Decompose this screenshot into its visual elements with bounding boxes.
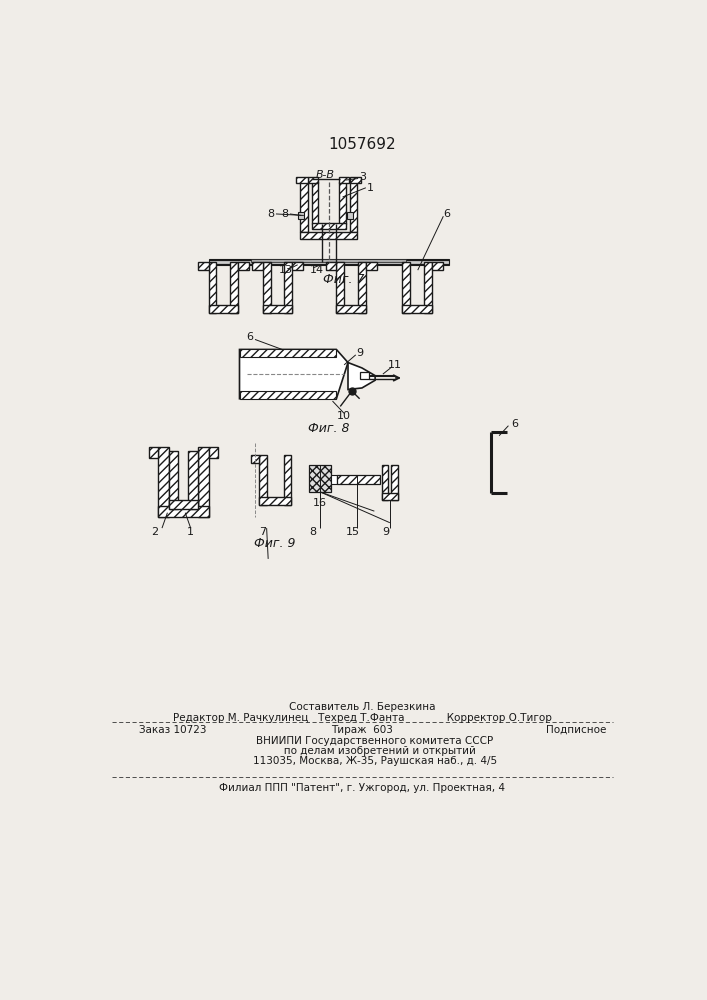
Text: 9: 9: [356, 348, 363, 358]
Bar: [169, 500, 198, 509]
Bar: [292, 262, 303, 270]
Bar: [158, 447, 169, 517]
Text: Подписное: Подписное: [546, 725, 606, 735]
Bar: [149, 447, 158, 458]
Bar: [209, 305, 238, 312]
Bar: [432, 262, 443, 270]
Bar: [209, 447, 218, 458]
Bar: [169, 451, 178, 509]
Bar: [402, 262, 410, 312]
Bar: [358, 262, 366, 312]
Bar: [337, 262, 344, 312]
Polygon shape: [348, 363, 375, 389]
Text: 10: 10: [337, 411, 351, 421]
Bar: [366, 262, 377, 270]
Text: по делам изобретений и открытий: по делам изобретений и открытий: [248, 746, 476, 756]
Bar: [259, 455, 267, 505]
Bar: [308, 177, 317, 183]
Polygon shape: [240, 391, 337, 399]
Bar: [347, 212, 354, 219]
Text: 6: 6: [444, 209, 450, 219]
Bar: [382, 493, 397, 500]
Polygon shape: [240, 349, 337, 357]
Bar: [158, 506, 209, 517]
Bar: [284, 455, 291, 505]
Text: 8: 8: [310, 527, 317, 537]
Bar: [382, 465, 388, 500]
Bar: [263, 305, 292, 312]
Bar: [337, 475, 380, 484]
Bar: [339, 177, 349, 183]
Text: 1057692: 1057692: [328, 137, 396, 152]
Text: 113035, Москва, Ж-35, Раушская наб., д. 4/5: 113035, Москва, Ж-35, Раушская наб., д. …: [227, 756, 497, 766]
Text: Заказ 10723: Заказ 10723: [139, 725, 206, 735]
Bar: [392, 465, 397, 500]
Bar: [238, 262, 249, 270]
Text: Составитель Л. Березкина: Составитель Л. Березкина: [288, 702, 436, 712]
Bar: [349, 177, 361, 183]
Text: B-B: B-B: [315, 170, 334, 180]
Text: 8: 8: [281, 209, 288, 219]
Bar: [298, 212, 304, 219]
Bar: [252, 262, 263, 270]
Text: 2: 2: [151, 527, 158, 537]
Bar: [251, 455, 259, 463]
Text: Филиал ППП "Патент", г. Ужгород, ул. Проектная, 4: Филиал ППП "Патент", г. Ужгород, ул. Про…: [219, 783, 505, 793]
Bar: [251, 259, 406, 262]
Bar: [300, 232, 357, 239]
Bar: [230, 262, 238, 312]
Text: Редактор М. Рачкулинец   Техред Т.Фанта             Корректор О.Тигор: Редактор М. Рачкулинец Техред Т.Фанта Ко…: [173, 713, 551, 723]
Bar: [209, 262, 216, 312]
Text: 6: 6: [511, 419, 518, 429]
Bar: [263, 262, 271, 312]
Text: 8: 8: [267, 209, 274, 219]
Text: Тираж  603: Тираж 603: [331, 725, 393, 735]
Text: 7: 7: [259, 527, 267, 537]
Bar: [402, 305, 432, 312]
Bar: [259, 497, 291, 505]
Text: ВНИИПИ Государственного комитета СССР: ВНИИПИ Государственного комитета СССР: [230, 736, 493, 746]
Bar: [337, 305, 366, 312]
Bar: [209, 259, 449, 265]
Text: 3: 3: [359, 172, 366, 182]
Bar: [284, 262, 292, 312]
Bar: [296, 177, 308, 183]
Bar: [300, 182, 308, 232]
Bar: [198, 262, 209, 270]
Bar: [198, 447, 209, 517]
Bar: [188, 451, 198, 509]
Bar: [360, 372, 369, 379]
Text: 1: 1: [367, 183, 374, 193]
Bar: [424, 262, 432, 312]
Polygon shape: [240, 349, 348, 399]
Bar: [309, 465, 331, 492]
Bar: [339, 182, 346, 224]
Text: Фиг. 8: Фиг. 8: [308, 422, 349, 434]
Bar: [325, 262, 337, 270]
Text: 6: 6: [246, 332, 253, 342]
Text: 13: 13: [279, 265, 293, 275]
Text: 11: 11: [387, 360, 402, 370]
Bar: [331, 475, 337, 484]
Text: Фиг. 7: Фиг. 7: [323, 273, 365, 286]
Text: Фиг. 9: Фиг. 9: [254, 537, 295, 550]
Bar: [312, 223, 346, 229]
Text: 16: 16: [313, 498, 327, 508]
Bar: [349, 182, 357, 232]
Text: 15: 15: [346, 527, 360, 537]
Text: 9: 9: [382, 527, 390, 537]
Text: 14: 14: [310, 265, 324, 275]
Text: 1: 1: [187, 527, 194, 537]
Bar: [312, 182, 317, 224]
